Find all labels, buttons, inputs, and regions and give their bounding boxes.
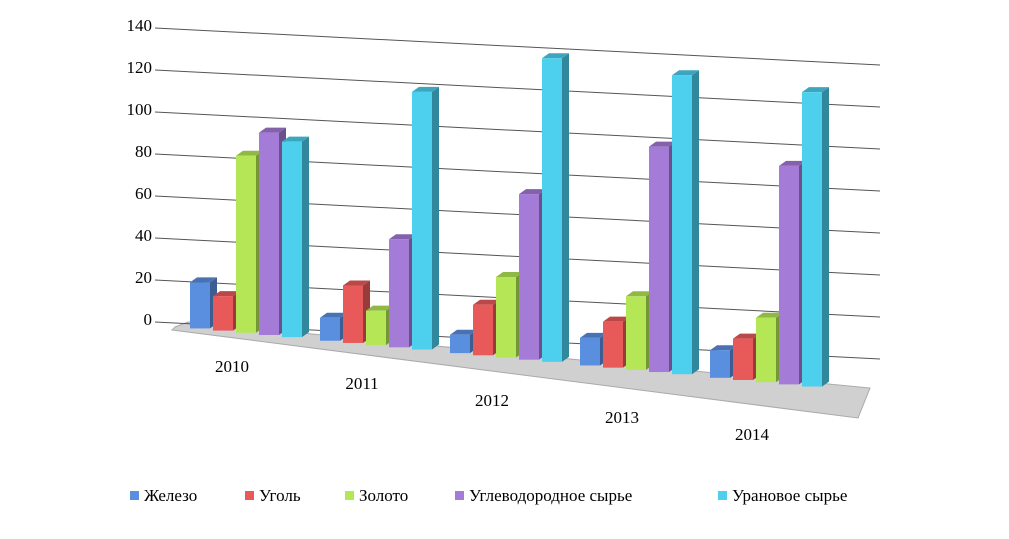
y-tick-label: 40: [135, 226, 152, 245]
legend-label: Уголь: [259, 486, 301, 505]
bar-top: [320, 312, 347, 318]
y-tick-label: 140: [127, 16, 153, 35]
bar-top: [496, 271, 523, 277]
bar-top: [580, 332, 607, 338]
bar: [580, 337, 600, 366]
bar: [366, 310, 386, 346]
bar-top: [603, 316, 630, 322]
bar-top: [236, 150, 263, 156]
y-tick-label: 120: [127, 58, 153, 77]
bar-top: [343, 280, 370, 286]
bar-top: [542, 53, 569, 59]
legend-label: Урановое сырье: [732, 486, 847, 505]
x-tick-label: 2012: [475, 391, 509, 410]
bar-top: [389, 234, 416, 240]
legend-swatch: [245, 491, 254, 500]
bar-top: [450, 329, 477, 335]
legend-label: Железо: [144, 486, 197, 505]
x-tick-label: 2014: [735, 425, 770, 444]
bar-side: [432, 86, 439, 350]
bar-side: [302, 136, 309, 338]
bar-side: [562, 53, 569, 362]
bar-top: [626, 291, 653, 297]
legend-swatch: [345, 491, 354, 500]
y-tick-label: 80: [135, 142, 152, 161]
grid-line: [154, 69, 881, 108]
y-tick-label: 20: [135, 268, 152, 287]
bar-top: [259, 127, 286, 133]
legend-label: Золото: [359, 486, 408, 505]
bar-side: [692, 70, 699, 375]
bar-side: [822, 87, 829, 387]
y-tick-label: 100: [127, 100, 153, 119]
bar-top: [649, 141, 676, 147]
bar: [320, 317, 340, 341]
bar-top: [473, 299, 500, 305]
bar: [473, 304, 493, 356]
bar-top: [412, 86, 439, 92]
y-tick-label: 0: [144, 310, 153, 329]
x-tick-label: 2010: [215, 357, 249, 376]
bar-top: [779, 160, 806, 166]
bar: [779, 165, 799, 385]
bar: [672, 75, 692, 375]
bar-top: [282, 136, 309, 142]
bar: [213, 296, 233, 331]
legend-swatch: [130, 491, 139, 500]
bar: [282, 141, 302, 338]
x-tick-label: 2011: [345, 374, 378, 393]
bar: [496, 276, 516, 358]
bar: [733, 338, 753, 381]
bar: [756, 317, 776, 383]
bar: [519, 194, 539, 360]
bar-top: [672, 70, 699, 76]
bar: [802, 92, 822, 387]
bar-top: [756, 312, 783, 318]
bar: [542, 58, 562, 362]
legend-swatch: [455, 491, 464, 500]
bar: [603, 321, 623, 368]
bar: [649, 146, 669, 373]
y-tick-label: 60: [135, 184, 152, 203]
bar: [236, 155, 256, 333]
bar-top: [213, 291, 240, 297]
bar: [389, 239, 409, 348]
grid-line: [154, 111, 881, 150]
legend-swatch: [718, 491, 727, 500]
bar: [343, 285, 363, 343]
x-tick-label: 2013: [605, 408, 639, 427]
bar-top: [710, 345, 737, 351]
bar: [259, 132, 279, 335]
floor: [170, 321, 871, 419]
bar-top: [366, 305, 393, 311]
bar: [626, 296, 646, 370]
bar: [412, 91, 432, 350]
bar-top: [733, 333, 760, 339]
grid-line: [154, 27, 881, 66]
bar-top: [190, 277, 217, 283]
bar-top: [519, 189, 546, 195]
legend-label: Углеводородное сырье: [469, 486, 632, 505]
bar: [710, 350, 730, 378]
bar: [190, 282, 210, 329]
bar: [450, 334, 470, 354]
bar-top: [802, 87, 829, 93]
